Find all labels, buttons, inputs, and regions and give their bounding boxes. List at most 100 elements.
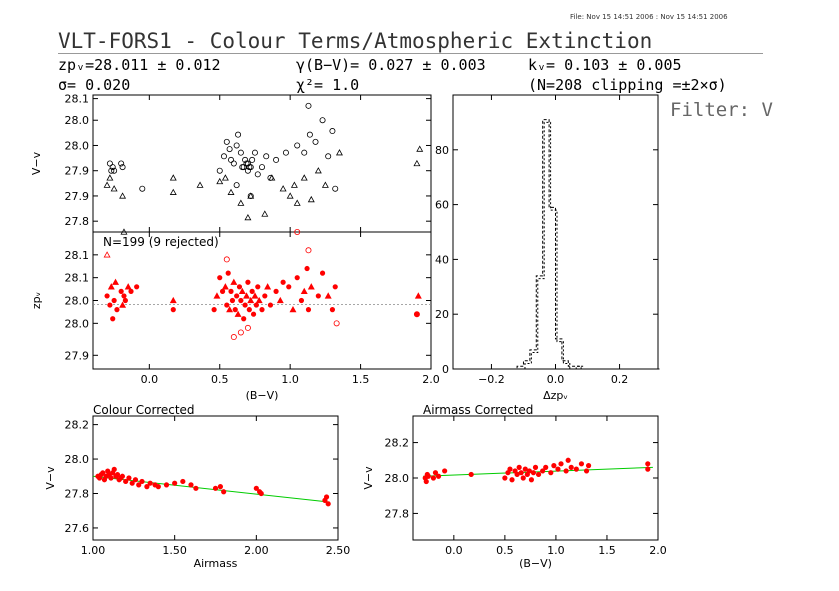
airmass-corrected-point — [551, 462, 557, 469]
panel-zp-xtick-label: 2.0 — [422, 373, 440, 386]
vv-triangle-point — [261, 210, 269, 217]
panel-zp-annotation: N=199 (9 rejected) — [103, 235, 219, 249]
zp-kept-point — [110, 316, 116, 322]
colour-corrected-point — [144, 484, 150, 490]
airmass-corrected-point — [509, 477, 515, 483]
colour-corrected-point — [111, 466, 117, 472]
zp-kept-point — [262, 293, 268, 299]
vv-triangle-point — [286, 192, 294, 199]
zp-kept-point — [280, 279, 286, 285]
vv-triangle-point — [279, 185, 287, 192]
colour-corrected-point — [126, 475, 132, 481]
vv-circle-point — [301, 149, 308, 156]
histogram-ytick-label: 20 — [435, 308, 449, 321]
vv-circle-point — [263, 153, 270, 160]
airmass-corrected-point — [583, 468, 590, 474]
zp-kept-point — [305, 307, 312, 313]
zp-rejected-point — [237, 329, 244, 336]
panel-vv-ytick-label: 28.0 — [65, 114, 90, 127]
vv-circle-point — [235, 131, 242, 138]
colour-corrected-point — [172, 480, 178, 486]
zp-kept-point — [253, 302, 259, 308]
zp-kept-point — [217, 275, 223, 281]
vv-circle-point — [220, 153, 227, 160]
vv-circle-point — [244, 167, 251, 174]
airmass-corrected-point — [645, 466, 651, 472]
airmass-corrected-point — [432, 470, 439, 476]
vv-triangle-point — [106, 174, 114, 181]
vv-circle-point — [223, 138, 230, 145]
colour-corrected-ytick-label: 27.8 — [65, 488, 90, 501]
zp-rejected-point — [223, 256, 230, 263]
k-value: kᵥ= 0.103 ± 0.005 — [528, 56, 682, 74]
zp-kept-point — [226, 306, 234, 313]
colour-corrected-point — [114, 471, 121, 478]
clipping-info: (N=208 clipping =±2×σ) — [528, 76, 727, 94]
zp-kept-point — [245, 279, 251, 285]
airmass-corrected-point — [532, 464, 539, 470]
zp-kept-point — [255, 284, 261, 290]
vv-triangle-point — [290, 181, 298, 188]
zp-kept-point — [228, 288, 234, 294]
panel-vv-ytick-label: 27.9 — [65, 190, 90, 203]
vv-triangle-point — [221, 174, 229, 181]
vv-circle-point — [106, 160, 113, 167]
gamma-value: γ(B−V)= 0.027 ± 0.003 — [296, 56, 486, 74]
colour-corrected-point — [129, 480, 135, 486]
panel-zp-frame — [92, 231, 432, 370]
zp-kept-point — [264, 283, 272, 290]
zp-kept-point — [122, 297, 128, 304]
histogram-xtick-label: 0.2 — [611, 373, 629, 386]
panel-zp-ytick-label: 28.1 — [65, 272, 90, 285]
colour-corrected-point — [119, 473, 126, 479]
vv-triangle-point — [244, 213, 252, 221]
zp-kept-point — [118, 288, 124, 294]
zp-kept-point — [234, 293, 240, 299]
colour-corrected-point — [221, 489, 227, 495]
vv-circle-point — [108, 167, 115, 174]
zp-kept-point — [114, 307, 120, 313]
zp-kept-point — [247, 296, 255, 304]
airmass-corrected-point — [645, 461, 651, 467]
zp-value: zpᵥ=28.011 ± 0.012 — [58, 56, 221, 74]
vv-triangle-point — [169, 174, 177, 181]
vv-circle-point — [119, 164, 126, 171]
airmass-corrected-point — [502, 475, 508, 481]
colour-corrected-point — [323, 494, 330, 500]
zp-kept-point — [300, 287, 308, 295]
airmass-corrected-ytick-label: 28.0 — [385, 472, 410, 485]
zp-kept-point — [255, 296, 263, 304]
panel-zp-ytick-label: 28.0 — [65, 295, 90, 308]
panel-vv-ytick-label: 28.0 — [65, 139, 90, 152]
histogram-xlabel: Δzpᵥ — [543, 389, 568, 402]
zp-kept-point — [213, 292, 221, 299]
zp-kept-point — [414, 292, 422, 299]
panel-zp-xtick-label: 1.5 — [352, 373, 370, 386]
zp-kept-point — [230, 278, 238, 285]
vv-circle-point — [254, 171, 261, 178]
zp-kept-point — [169, 296, 177, 304]
zp-kept-point — [112, 278, 120, 285]
zp-rejected-point — [333, 320, 340, 327]
colour-corrected-xtick-label: 1.00 — [81, 544, 106, 557]
colour-corrected-point — [139, 478, 145, 485]
colour-corrected-point — [132, 477, 139, 483]
zp-kept-point — [104, 293, 110, 299]
vv-triangle-point — [293, 199, 301, 206]
airmass-corrected-ytick-label: 27.8 — [385, 507, 410, 520]
airmass-corrected-point — [558, 461, 564, 467]
zp-kept-point — [225, 270, 231, 276]
colour-corrected-xtick-label: 2.00 — [244, 544, 269, 557]
sigma-value: σ= 0.020 — [58, 76, 131, 94]
vv-circle-point — [139, 185, 146, 192]
zp-kept-point — [246, 307, 252, 313]
zp-kept-point — [121, 293, 127, 299]
airmass-corrected-point — [516, 464, 522, 470]
airmass-corrected-point — [468, 471, 474, 478]
zp-kept-point — [170, 307, 176, 313]
airmass-corrected-point — [518, 470, 524, 476]
zp-kept-point — [307, 283, 315, 290]
zp-kept-point — [324, 292, 332, 299]
vv-circle-point — [228, 156, 235, 163]
colour-corrected-point — [147, 480, 153, 486]
